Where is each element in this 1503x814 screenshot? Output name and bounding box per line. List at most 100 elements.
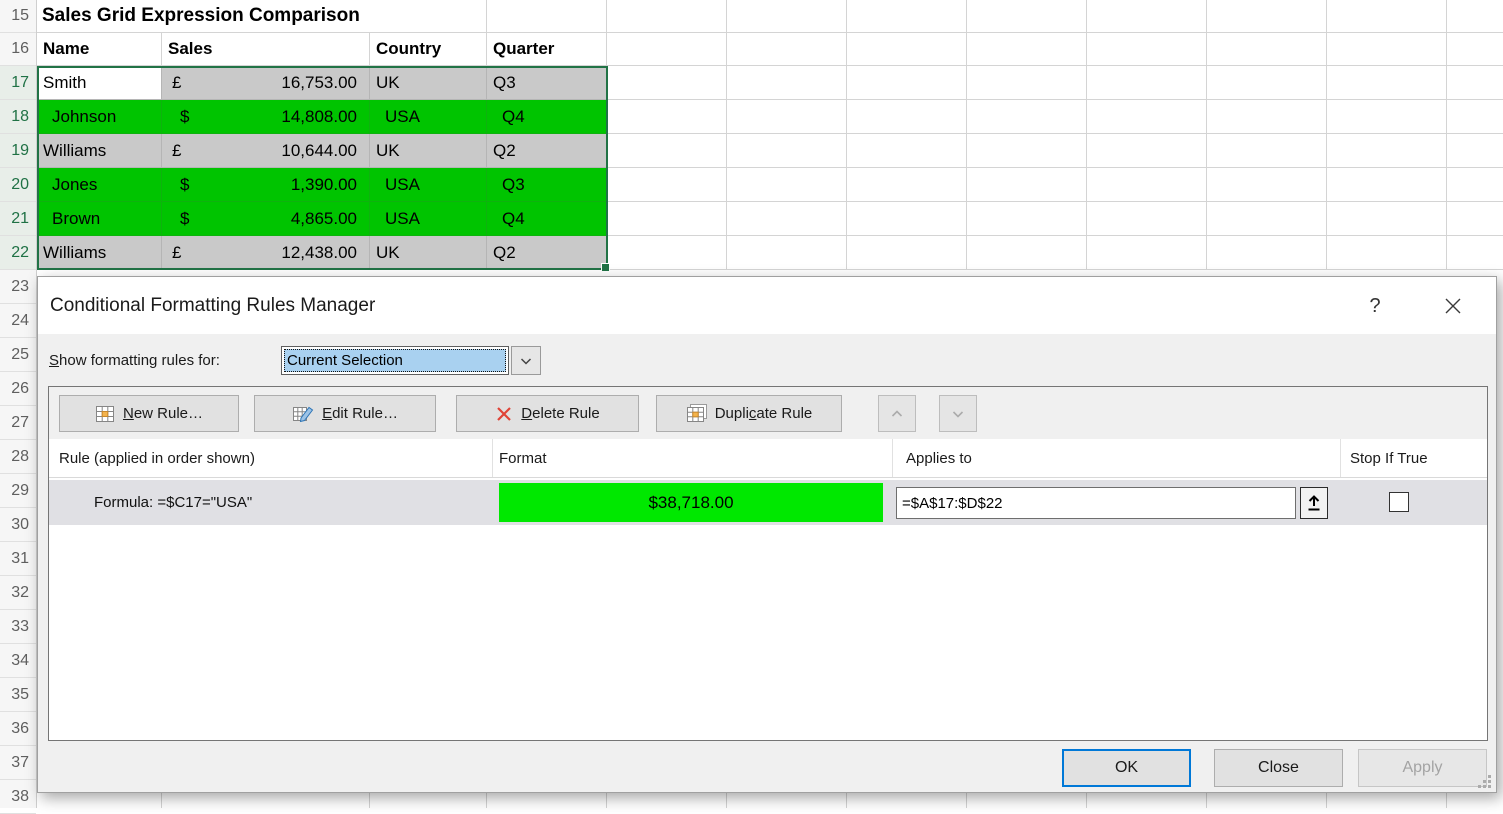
row-number-column: 15 16 17 18 19 20 21 22 23 24 25 26 27 28 29 30 31 32 33 34… xyxy=(0,0,37,814)
row-number[interactable]: 33 xyxy=(0,610,36,644)
cell-quarter[interactable]: Q4 xyxy=(487,202,607,236)
row-number[interactable]: 29 xyxy=(0,474,36,508)
row-number[interactable]: 25 xyxy=(0,338,36,372)
row-number[interactable]: 34 xyxy=(0,644,36,678)
empty-cells[interactable] xyxy=(607,66,1503,100)
col-header-name[interactable]: Quarter xyxy=(493,39,555,58)
cell-name[interactable]: Williams xyxy=(37,236,162,270)
dialog-titlebar[interactable]: Conditional Formatting Rules Manager ? xyxy=(38,277,1496,334)
empty-cells[interactable] xyxy=(607,33,1503,66)
row-number[interactable]: 20 xyxy=(0,168,36,202)
delete-rule-button[interactable]: Delete Rule xyxy=(456,395,639,432)
row-number[interactable]: 36 xyxy=(0,712,36,746)
empty-cells[interactable] xyxy=(607,0,1503,33)
row-number[interactable]: 37 xyxy=(0,746,36,780)
help-icon[interactable]: ? xyxy=(1369,294,1381,317)
row-number[interactable]: 38 xyxy=(0,780,36,814)
row-number[interactable]: 19 xyxy=(0,134,36,168)
sheet-title-cell[interactable]: Sales Grid Expression Comparison xyxy=(37,0,487,33)
column-separator xyxy=(1340,439,1341,477)
cell-sales[interactable]: £12,438.00 xyxy=(162,236,370,270)
range-picker-arrow-icon xyxy=(1308,495,1320,511)
rule-list-row[interactable]: Formula: =$C17="USA" $38,718.00 xyxy=(49,480,1487,525)
cell-country[interactable]: UK xyxy=(370,66,487,100)
empty-cells[interactable] xyxy=(607,100,1503,134)
row-number[interactable]: 17 xyxy=(0,66,36,100)
row-number[interactable]: 35 xyxy=(0,678,36,712)
edit-rule-button[interactable]: Edit Rule… xyxy=(254,395,436,432)
row-number[interactable]: 27 xyxy=(0,406,36,440)
ok-button[interactable]: OK xyxy=(1062,749,1191,787)
duplicate-rule-button[interactable]: Duplicate Rule xyxy=(656,395,842,432)
col-header-name[interactable]: Country xyxy=(376,39,442,58)
cell-country[interactable]: UK xyxy=(370,134,487,168)
col-header-name[interactable]: Name xyxy=(43,39,90,58)
show-rules-combobox[interactable]: Current Selection xyxy=(281,346,509,375)
row-number[interactable]: 15 xyxy=(0,0,36,33)
row-number[interactable]: 23 xyxy=(0,270,36,304)
rule-description: Formula: =$C17="USA" xyxy=(94,494,253,511)
column-header-rule: Rule (applied in order shown) xyxy=(59,449,255,467)
combobox-dropdown-button[interactable] xyxy=(511,346,541,375)
sheet-row: Jones $1,390.00 USA Q3 xyxy=(37,168,1503,202)
close-icon[interactable] xyxy=(1438,291,1468,321)
cell-country[interactable]: UK xyxy=(370,236,487,270)
cell-quarter[interactable]: Q3 xyxy=(487,66,607,100)
dialog-title: Conditional Formatting Rules Manager xyxy=(50,294,376,316)
empty-cells[interactable] xyxy=(607,202,1503,236)
row-number[interactable]: 22 xyxy=(0,236,36,270)
sheet-row: Brown $4,865.00 USA Q4 xyxy=(37,202,1503,236)
sheet-data-rows: Smith £16,753.00 UK Q3 Johnson $14,808.00 USA Q… xyxy=(37,66,1503,270)
col-header-name[interactable]: Sales xyxy=(168,39,213,58)
row-number[interactable]: 30 xyxy=(0,508,36,542)
cell-country[interactable]: USA xyxy=(370,202,487,236)
new-rule-label: New Rule… xyxy=(122,405,204,422)
cell-quarter[interactable]: Q4 xyxy=(487,100,607,134)
cell-country[interactable]: USA xyxy=(370,168,487,202)
cell-quarter[interactable]: Q2 xyxy=(487,236,607,270)
move-rule-down-button[interactable] xyxy=(939,395,977,432)
cell-sales[interactable]: £16,753.00 xyxy=(162,66,370,100)
cell-name[interactable]: Smith xyxy=(37,66,162,100)
row-number[interactable]: 32 xyxy=(0,576,36,610)
move-rule-up-button[interactable] xyxy=(878,395,916,432)
row-number[interactable]: 24 xyxy=(0,304,36,338)
cell-sales[interactable]: $4,865.00 xyxy=(162,202,370,236)
empty-cells[interactable] xyxy=(607,236,1503,270)
row-number[interactable]: 16 xyxy=(0,33,36,66)
fill-handle[interactable] xyxy=(601,263,610,272)
delete-rule-label: Delete Rule xyxy=(521,405,600,422)
duplicate-rule-grid-icon xyxy=(686,403,707,422)
row-number[interactable]: 26 xyxy=(0,372,36,406)
cell-name[interactable]: Johnson xyxy=(37,100,162,134)
new-rule-button[interactable]: New Rule… xyxy=(59,395,239,432)
column-header-applies-to: Applies to xyxy=(906,449,972,467)
spreadsheet-grid: Sales Grid Expression Comparison Name Sa… xyxy=(37,0,1503,270)
cell-sales[interactable]: £10,644.00 xyxy=(162,134,370,168)
cell-name[interactable]: Jones xyxy=(37,168,162,202)
row-number[interactable]: 28 xyxy=(0,440,36,474)
cell-name[interactable]: Brown xyxy=(37,202,162,236)
row-number[interactable]: 21 xyxy=(0,202,36,236)
apply-button[interactable]: Apply xyxy=(1358,749,1487,787)
cell-sales[interactable]: $14,808.00 xyxy=(162,100,370,134)
collapse-dialog-range-button[interactable] xyxy=(1300,487,1328,519)
empty-cell[interactable] xyxy=(487,0,607,33)
cell-name[interactable]: Williams xyxy=(37,134,162,168)
empty-cells[interactable] xyxy=(607,134,1503,168)
empty-cells[interactable] xyxy=(607,168,1503,202)
cell-country[interactable]: USA xyxy=(370,100,487,134)
column-header-format: Format xyxy=(499,449,547,467)
resize-grip[interactable] xyxy=(1477,774,1491,788)
show-rules-selected-value: Current Selection xyxy=(284,349,506,372)
row-number[interactable]: 31 xyxy=(0,542,36,576)
edit-rule-icon xyxy=(293,406,314,422)
close-button[interactable]: Close xyxy=(1214,749,1343,787)
new-rule-grid-icon xyxy=(95,405,114,422)
row-number[interactable]: 18 xyxy=(0,100,36,134)
stop-if-true-checkbox[interactable] xyxy=(1389,492,1409,512)
cell-quarter[interactable]: Q3 xyxy=(487,168,607,202)
applies-to-input[interactable] xyxy=(896,487,1296,519)
cell-sales[interactable]: $1,390.00 xyxy=(162,168,370,202)
cell-quarter[interactable]: Q2 xyxy=(487,134,607,168)
